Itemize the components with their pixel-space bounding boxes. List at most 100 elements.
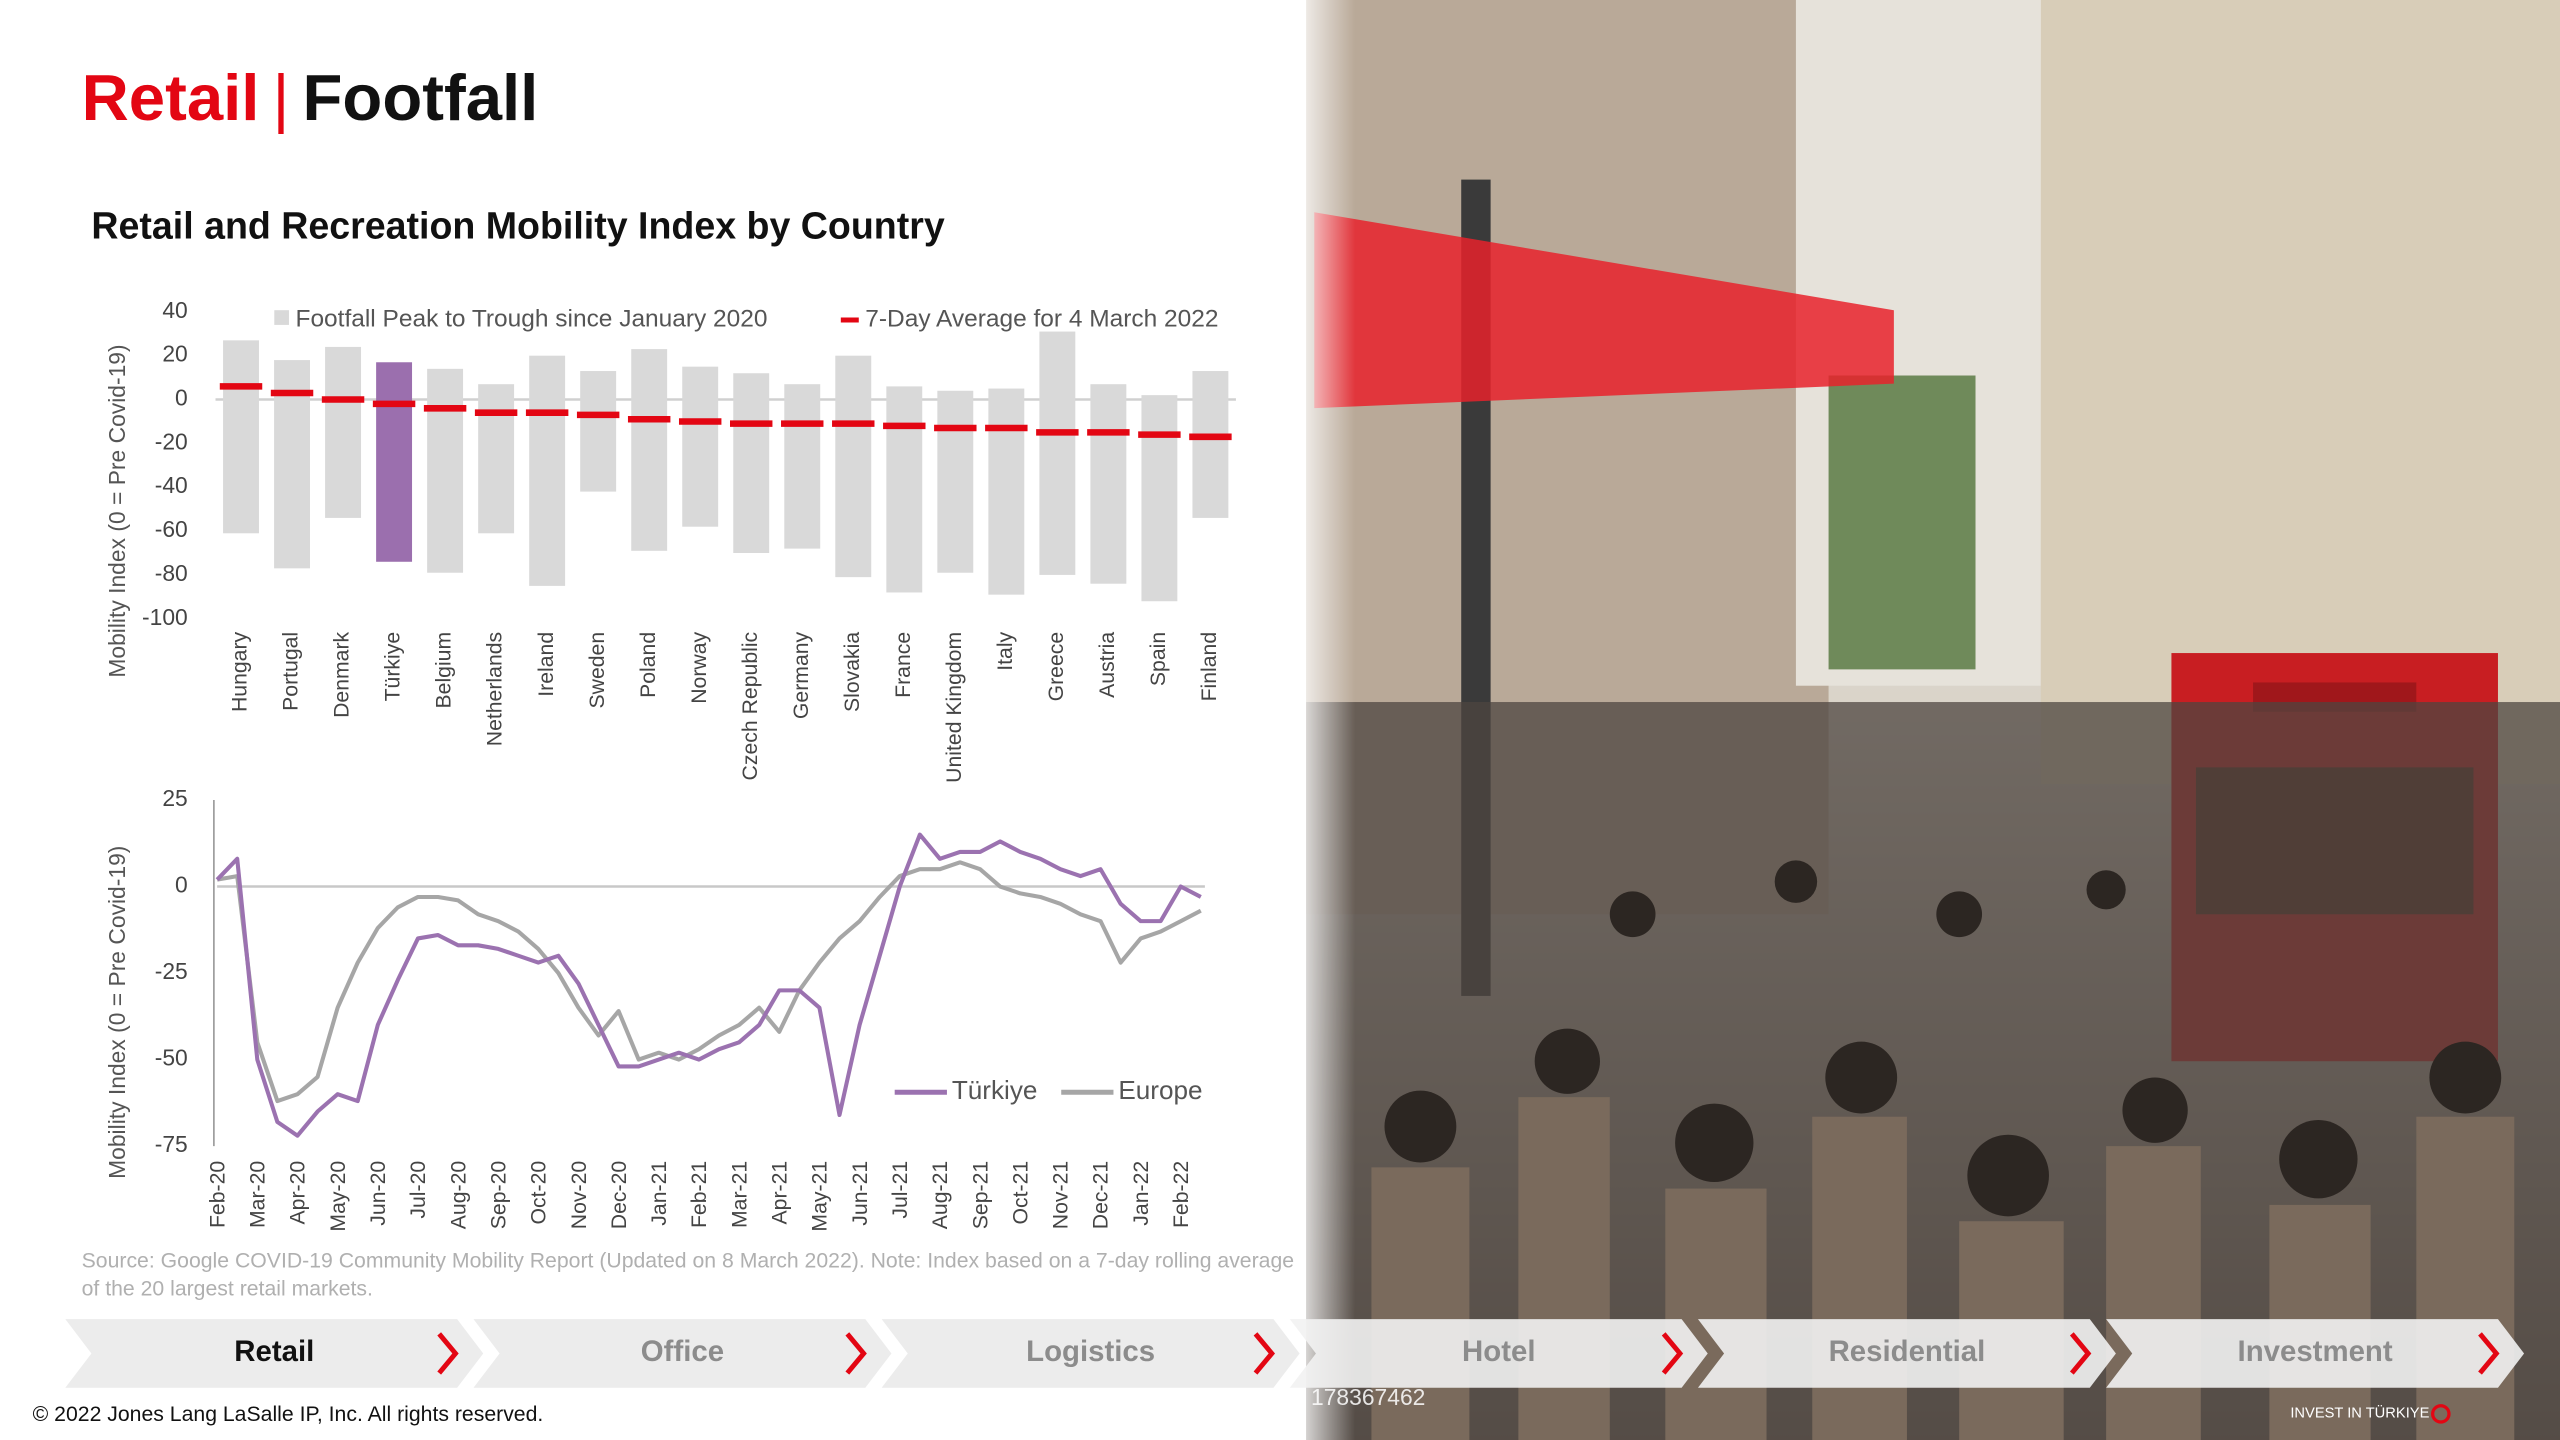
nav-tab[interactable]: Residential <box>1697 1319 2116 1388</box>
legend-swatch <box>274 310 289 325</box>
title-separator: | <box>273 61 290 134</box>
tab-label: Investment <box>2238 1335 2393 1368</box>
nav-tab[interactable]: Investment <box>2106 1319 2525 1388</box>
tab-shape <box>881 1319 1300 1388</box>
range-bar <box>1141 395 1178 602</box>
x-tick-label: Italy <box>994 631 1017 670</box>
x-tick-label: Belgium <box>433 632 456 709</box>
x-tick-label: France <box>892 632 915 698</box>
tab-shape <box>65 1319 484 1388</box>
source-note: Source: Google COVID-19 Community Mobili… <box>82 1250 1294 1273</box>
x-tick-label: Sep-21 <box>969 1161 992 1229</box>
x-tick-label: Türkiye <box>382 632 405 702</box>
x-tick-label: Hungary <box>229 631 252 712</box>
y-tick-label: 0 <box>175 872 188 898</box>
tab-label: Office <box>641 1335 724 1368</box>
chart-title: Retail and Recreation Mobility Index by … <box>91 204 944 246</box>
x-tick-label: Apr-20 <box>287 1161 310 1225</box>
y-tick-label: -80 <box>155 560 188 586</box>
range-bar <box>784 384 821 549</box>
tab-label: Residential <box>1829 1335 1986 1368</box>
x-tick-label: May-21 <box>809 1161 832 1232</box>
y-tick-label: 40 <box>162 297 187 323</box>
y-tick-label: -75 <box>155 1131 188 1157</box>
x-tick-label: Aug-20 <box>447 1161 470 1229</box>
line-chart: -75 -50 -25 0 25 Feb-20 Mar-20 Apr-20 May-20 Jun-… <box>155 785 1205 1232</box>
x-tick-label: Feb-20 <box>206 1161 229 1228</box>
x-tick-label: Sep-20 <box>487 1161 510 1229</box>
nav-tab[interactable]: Retail <box>65 1319 484 1388</box>
x-tick-label: Dec-20 <box>608 1161 631 1229</box>
x-tick-label: Sweden <box>586 632 609 709</box>
tab-arrow <box>2478 1332 2500 1375</box>
x-tick-label: Norway <box>688 631 711 703</box>
source-note: of the 20 largest retail markets. <box>82 1277 373 1300</box>
legend-label: Footfall Peak to Trough since January 20… <box>296 305 768 332</box>
tab-arrow <box>437 1332 459 1375</box>
title-section: Retail <box>82 61 260 134</box>
range-bar <box>1192 371 1229 518</box>
nav-tab[interactable]: Hotel <box>1289 1319 1708 1388</box>
x-tick-label: Denmark <box>331 631 354 717</box>
logo-icon <box>2431 1404 2451 1424</box>
tab-arrow <box>1661 1332 1684 1375</box>
tab-label: Logistics <box>1026 1335 1155 1368</box>
y-tick-label: -100 <box>142 604 188 630</box>
range-bar <box>1039 331 1076 575</box>
legend-label: Europe <box>1118 1075 1202 1105</box>
range-bar <box>478 384 515 534</box>
x-tick-label: Dec-21 <box>1090 1161 1113 1229</box>
range-bar <box>325 346 362 518</box>
range-bar <box>631 349 668 551</box>
range-bar <box>988 388 1025 595</box>
range-bar <box>886 386 923 593</box>
legend-label: Türkiye <box>952 1075 1038 1105</box>
page-title: Retail | Footfall <box>82 61 539 134</box>
x-tick-label: Mar-21 <box>728 1161 751 1228</box>
range-bar <box>580 371 617 492</box>
x-tick-label: May-20 <box>327 1161 350 1232</box>
x-tick-label: Greece <box>1045 632 1068 702</box>
logo: INVEST IN TÜRKIYE <box>2290 1404 2429 1422</box>
range-bar <box>427 368 464 573</box>
y-tick-label: -20 <box>155 428 188 454</box>
x-tick-label: Oct-20 <box>528 1161 551 1225</box>
range-bar <box>529 355 566 586</box>
range-bar <box>376 362 413 562</box>
x-tick-label: Apr-21 <box>769 1161 792 1225</box>
line-series <box>216 860 1202 1104</box>
range-bar <box>682 366 719 527</box>
y-tick-label: -50 <box>155 1045 188 1071</box>
nav-tab[interactable]: Logistics <box>881 1319 1300 1388</box>
y-tick-label: -25 <box>155 958 188 984</box>
x-tick-label: Jan-21 <box>648 1161 671 1226</box>
stock-id: 178367462 <box>1311 1384 1425 1410</box>
tab-shape <box>2106 1319 2525 1388</box>
x-tick-label: United Kingdom <box>943 632 966 783</box>
y-axis-title: Mobility Index (0 = Pre Covid-19) <box>104 846 130 1179</box>
nav: Retail Office Logistics Hotel Residential Inv… <box>65 1319 2525 1388</box>
x-tick-label: Oct-21 <box>1009 1161 1032 1225</box>
x-tick-label: Austria <box>1096 632 1119 698</box>
x-tick-label: Feb-21 <box>688 1161 711 1228</box>
tab-arrow <box>845 1332 867 1375</box>
x-tick-label: Jun-20 <box>367 1161 390 1226</box>
range-bar <box>1090 384 1127 584</box>
nav-tab[interactable]: Office <box>473 1319 892 1388</box>
x-tick-label: Feb-22 <box>1170 1161 1193 1228</box>
line-series <box>215 832 1202 1138</box>
x-tick-label: Ireland <box>535 632 558 697</box>
range-bar <box>733 373 770 554</box>
x-tick-label: Netherlands <box>484 632 507 746</box>
y-tick-label: 25 <box>162 785 187 811</box>
y-tick-label: 0 <box>175 385 188 411</box>
x-tick-label: Finland <box>1198 632 1221 702</box>
tab-shape <box>1697 1319 2116 1388</box>
range-bar <box>835 355 872 578</box>
y-tick-label: -60 <box>155 516 188 542</box>
tab-label: Retail <box>234 1335 314 1368</box>
x-tick-label: Mar-20 <box>247 1161 270 1228</box>
x-tick-label: Aug-21 <box>929 1161 952 1229</box>
x-tick-label: Portugal <box>280 632 303 711</box>
